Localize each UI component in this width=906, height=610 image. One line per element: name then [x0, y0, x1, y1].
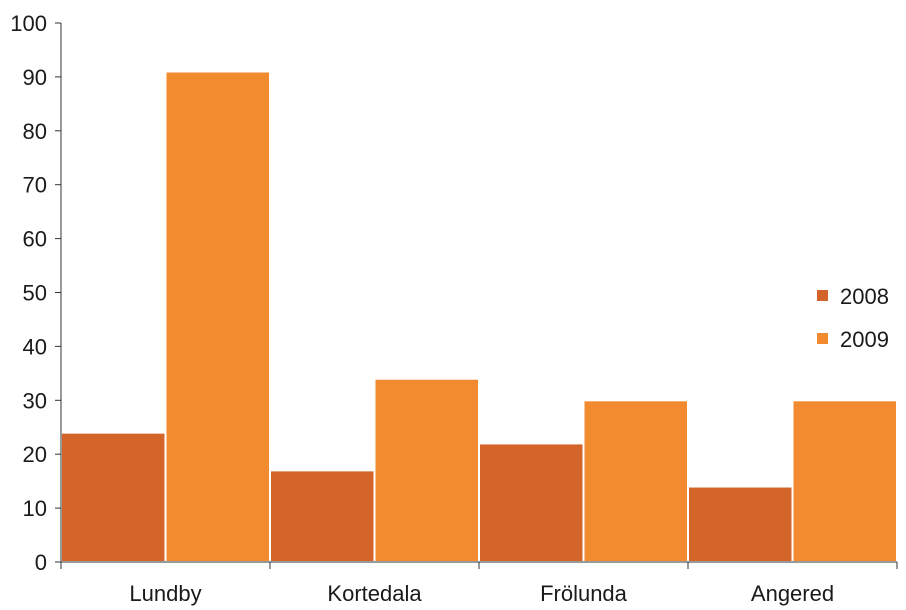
y-tick-label: 80	[23, 119, 47, 144]
legend-label-2009: 2009	[840, 327, 889, 352]
x-tick-label: Angered	[751, 581, 834, 606]
bar-2008-kortedala	[269, 469, 376, 563]
bar-2009-lundby	[164, 70, 271, 563]
y-tick-label: 60	[23, 227, 47, 252]
legend-swatch-2009	[817, 333, 828, 344]
x-tick-label: Lundby	[129, 581, 201, 606]
bar-2009-frölunda	[582, 399, 689, 563]
legend: 2008 2009	[817, 284, 889, 352]
bar-2008-frölunda	[478, 442, 585, 564]
bars-layer	[60, 70, 898, 564]
y-tick-label: 0	[35, 550, 47, 575]
y-tick-label: 20	[23, 442, 47, 467]
y-tick-label: 40	[23, 334, 47, 359]
y-tick-label: 90	[23, 65, 47, 90]
y-tick-label: 50	[23, 281, 47, 306]
y-tick-label: 10	[23, 496, 47, 521]
bar-2008-lundby	[60, 431, 167, 564]
bar-2009-kortedala	[373, 377, 480, 563]
legend-label-2008: 2008	[840, 284, 889, 309]
bar-2008-angered	[687, 485, 794, 564]
x-tick-label: Frölunda	[540, 581, 628, 606]
bar-2009-angered	[791, 399, 898, 563]
legend-swatch-2008	[817, 290, 828, 301]
y-tick-label: 30	[23, 388, 47, 413]
y-tick-label: 100	[10, 11, 47, 36]
y-tick-label: 70	[23, 173, 47, 198]
axes-layer: 0 10 20 30 40 50 60 70 80 90 100 Lundby Kortedala Frö…	[10, 11, 898, 606]
x-tick-label: Kortedala	[327, 581, 422, 606]
